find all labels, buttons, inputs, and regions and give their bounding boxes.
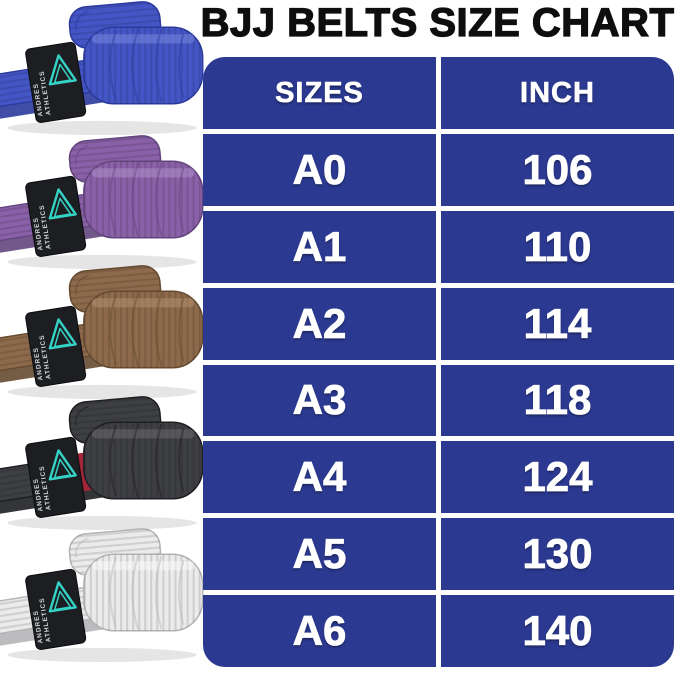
black-belt-image: ANDRES ATHLETICS xyxy=(0,392,218,533)
inch-cell-a6: 140 xyxy=(441,595,674,667)
inch-cell-a3: 118 xyxy=(441,364,674,437)
white-belt-image: ANDRES ATHLETICS xyxy=(0,524,218,665)
inch-cell-a0: 106 xyxy=(441,134,674,206)
belt-roll xyxy=(68,135,204,239)
belt-roll xyxy=(68,396,204,500)
inch-cell-a5: 130 xyxy=(441,518,674,591)
brand-logo-icon xyxy=(48,188,77,220)
belt-roll xyxy=(68,265,204,369)
rolled-belt-graphic: ANDRES ATHLETICS xyxy=(0,528,204,662)
rolled-belt-graphic: ANDRES ATHLETICS xyxy=(0,396,204,530)
belt-shadow xyxy=(7,384,197,399)
size-cell-a3: A3 xyxy=(203,364,436,437)
size-cell-a1: A1 xyxy=(203,210,436,283)
belt-shadow xyxy=(7,647,197,662)
size-cell-a2: A2 xyxy=(203,287,436,360)
belt-label: ANDRES ATHLETICS xyxy=(25,568,87,650)
inch-cell-a2: 114 xyxy=(441,287,674,360)
brand-logo-icon xyxy=(48,54,77,86)
page-title: BJJ BELTS SIZE CHART xyxy=(200,0,675,45)
belt-shadow xyxy=(7,254,197,269)
rolled-belt-graphic: ANDRES ATHLETICS xyxy=(0,1,204,135)
size-cell-a4: A4 xyxy=(203,441,436,514)
size-chart-table: SIZES INCH A0 106 A1 110 A2 114 A3 118 A… xyxy=(203,57,674,667)
inch-cell-a1: 110 xyxy=(441,210,674,283)
belts-column: ANDRES ATHLETICS xyxy=(0,0,222,677)
rolled-belt-graphic: ANDRES ATHLETICS xyxy=(0,265,204,399)
purple-belt-image: ANDRES ATHLETICS xyxy=(0,131,218,272)
belt-shadow xyxy=(7,120,197,135)
size-cell-a0: A0 xyxy=(203,134,436,206)
belt-roll xyxy=(68,1,204,105)
belt-shadow xyxy=(7,515,197,530)
brand-logo-icon xyxy=(48,449,77,481)
column-header-inch: INCH xyxy=(441,57,674,129)
size-cell-a6: A6 xyxy=(203,595,436,667)
size-cell-a5: A5 xyxy=(203,518,436,591)
column-header-sizes: SIZES xyxy=(203,57,436,129)
belt-roll xyxy=(68,528,204,632)
brand-logo-icon xyxy=(48,318,77,350)
belt-label: ANDRES ATHLETICS xyxy=(25,175,87,257)
belt-label: ANDRES ATHLETICS xyxy=(25,305,87,387)
belt-label: ANDRES ATHLETICS xyxy=(25,41,87,123)
belt-label: ANDRES ATHLETICS xyxy=(25,436,87,518)
brown-belt-image: ANDRES ATHLETICS xyxy=(0,261,218,402)
inch-cell-a4: 124 xyxy=(441,441,674,514)
blue-belt-image: ANDRES ATHLETICS xyxy=(0,0,218,138)
rolled-belt-graphic: ANDRES ATHLETICS xyxy=(0,135,204,269)
brand-logo-icon xyxy=(48,581,77,613)
